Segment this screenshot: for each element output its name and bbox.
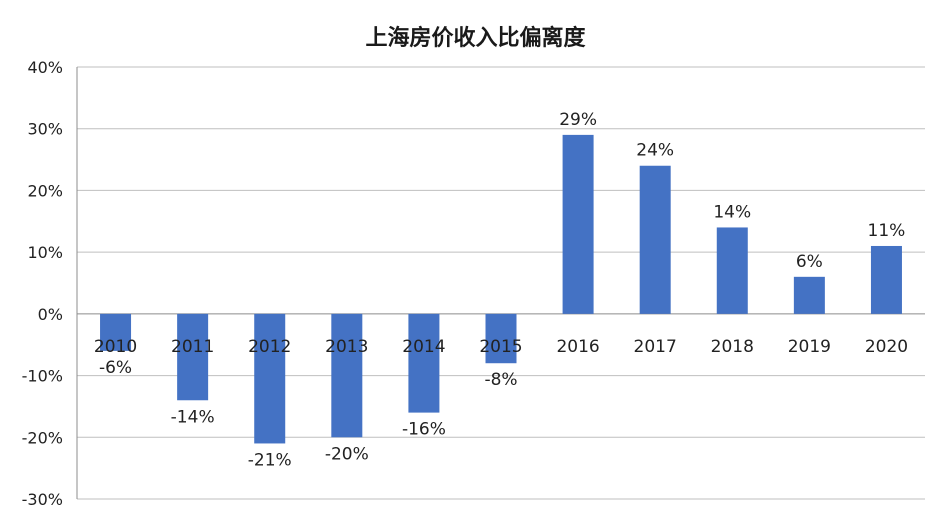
bar <box>331 313 363 438</box>
x-tick-label: 2013 <box>325 337 368 357</box>
data-label: -8% <box>484 370 517 390</box>
y-tick-label: 0% <box>38 305 63 324</box>
data-labels: -6% -14% -21% -20% -16% -8% 29% 24% 14% 6% 11% <box>99 110 905 471</box>
data-label: 11% <box>868 221 906 241</box>
x-tick-label: 2019 <box>788 337 831 357</box>
data-label: -14% <box>171 407 215 427</box>
data-label: -16% <box>402 420 446 440</box>
data-label: -21% <box>248 450 292 470</box>
x-tick-labels: 2010 2011 2012 2013 2014 2015 2016 2017 2018 2019… <box>94 337 908 357</box>
bar <box>485 313 517 364</box>
x-tick-label: 2015 <box>479 337 522 357</box>
x-tick-label: 2020 <box>865 337 908 357</box>
x-tick-label: 2018 <box>711 337 754 357</box>
bar <box>793 276 825 314</box>
bar <box>716 227 748 314</box>
x-tick-label: 2016 <box>556 337 599 357</box>
y-tick-label: -30% <box>22 490 63 509</box>
y-tick-label: -10% <box>22 367 63 386</box>
bars <box>100 134 902 444</box>
y-tick-label: -20% <box>22 428 63 447</box>
x-tick-label: 2011 <box>171 337 214 357</box>
y-tick-label: 40% <box>27 58 63 77</box>
data-label: 24% <box>636 141 674 161</box>
y-tick-label: 30% <box>27 120 63 139</box>
y-tick-labels: 40% 30% 20% 10% 0% -10% -20% -30% <box>22 58 63 509</box>
chart-title: 上海房价收入比偏离度 <box>365 26 586 51</box>
bar <box>100 313 132 351</box>
x-tick-label: 2014 <box>402 337 445 357</box>
x-tick-label: 2017 <box>634 337 677 357</box>
y-tick-label: 10% <box>27 243 63 262</box>
gridlines <box>77 66 925 500</box>
bar <box>408 313 440 413</box>
x-tick-label: 2012 <box>248 337 291 357</box>
data-label: 14% <box>713 202 751 222</box>
data-label: -20% <box>325 444 369 464</box>
bar <box>254 313 286 444</box>
data-label: 29% <box>559 110 597 130</box>
bar <box>639 165 671 314</box>
data-label: -6% <box>99 358 132 378</box>
bar <box>562 134 594 314</box>
bar <box>177 313 209 401</box>
x-tick-label: 2010 <box>94 337 137 357</box>
y-tick-label: 20% <box>27 181 63 200</box>
bar <box>870 245 902 314</box>
data-label: 6% <box>796 252 823 272</box>
